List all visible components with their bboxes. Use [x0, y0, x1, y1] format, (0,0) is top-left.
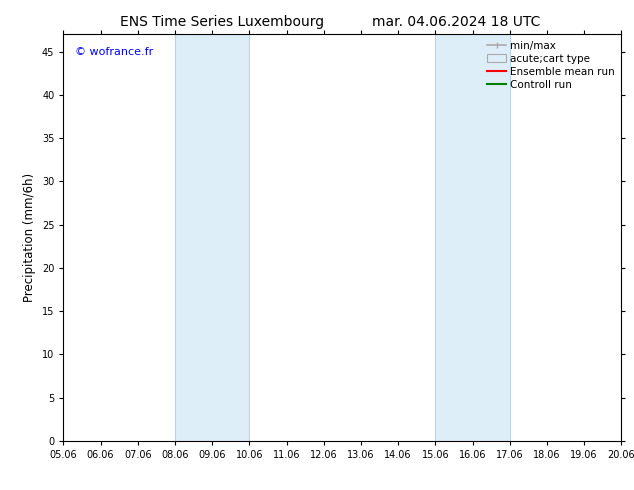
- Text: mar. 04.06.2024 18 UTC: mar. 04.06.2024 18 UTC: [372, 15, 541, 29]
- Bar: [175, 34, 249, 441]
- Bar: [436, 34, 510, 441]
- Text: © wofrance.fr: © wofrance.fr: [75, 47, 153, 56]
- Legend: min/max, acute;cart type, Ensemble mean run, Controll run: min/max, acute;cart type, Ensemble mean …: [483, 36, 619, 94]
- Text: ENS Time Series Luxembourg: ENS Time Series Luxembourg: [120, 15, 324, 29]
- Y-axis label: Precipitation (mm/6h): Precipitation (mm/6h): [23, 173, 36, 302]
